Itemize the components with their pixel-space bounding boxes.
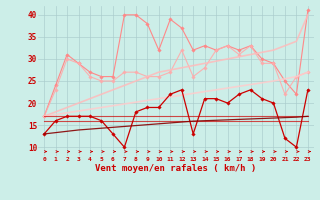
X-axis label: Vent moyen/en rafales ( km/h ): Vent moyen/en rafales ( km/h ): [95, 164, 257, 173]
